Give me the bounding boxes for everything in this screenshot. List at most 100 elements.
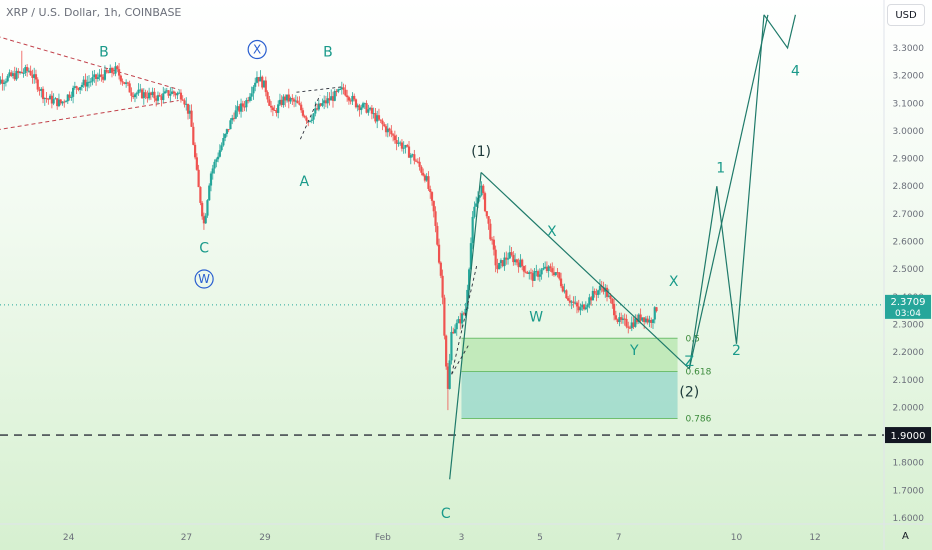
candle-body-68 [109,67,112,73]
candle-body-60 [94,74,98,79]
candle-body-85 [139,89,142,91]
wave-label-9: X [669,274,679,290]
candle-body-8 [3,82,6,84]
candle-body-165 [280,99,283,106]
candle-body-218 [374,113,377,122]
candle-body-86 [140,89,144,99]
candle-body-187 [319,103,322,106]
date-tick-4: 3 [459,533,465,543]
candle-body-17 [18,71,22,73]
candle-body-66 [105,69,108,73]
candle-body-43 [64,101,68,103]
candle-body-340 [590,297,593,301]
date-tick-8: 12 [809,533,820,543]
candle-body-97 [160,96,163,101]
candle-body-232 [399,142,402,144]
candle-body-108 [179,92,183,100]
candle-body-6 [0,79,2,84]
candle-body-12 [10,72,13,77]
candle-body-279 [482,185,485,194]
candle-body-71 [114,66,117,74]
candle-body-78 [126,82,130,84]
helper-dash-a [299,94,321,140]
candle-body-284 [491,239,494,241]
currency-button[interactable]: USD [887,4,925,26]
candle-body-142 [239,103,243,112]
chart-title: XRP / U.S. Dollar, 1h, COINBASE [6,6,182,19]
candle-body-90 [148,92,151,99]
candle-body-350 [607,295,610,297]
candle-body-201 [344,89,347,96]
wave-label-12: (2) [679,384,699,400]
candle-body-64 [102,76,105,80]
candle-body-62 [98,74,101,78]
candle-body-217 [372,113,375,115]
support-price-badge [885,427,931,444]
price-tick-15: 1.8000 [893,459,925,469]
candle-body-117 [195,157,198,170]
candle-body-358 [621,318,625,320]
candle-body-224 [384,126,388,133]
candle-body-283 [489,223,492,240]
candle-body-67 [107,72,110,74]
candle-body-124 [208,185,211,201]
price-tick-16: 1.7000 [893,486,925,496]
candle-body-182 [310,119,313,121]
candle-body-298 [515,259,518,263]
candle-body-226 [388,128,391,131]
candle-body-228 [392,134,395,136]
date-tick-7: 10 [731,533,743,543]
candle-body-220 [377,115,381,120]
candle-body-375 [651,319,655,323]
candle-body-147 [248,96,251,101]
candle-body-166 [282,96,285,106]
candle-body-294 [508,252,511,259]
candle-body-204 [349,100,352,102]
candle-body-334 [579,307,582,311]
candle-body-338 [586,304,589,308]
candle-body-9 [4,81,8,83]
candle-body-137 [231,117,234,121]
candle-body-332 [575,302,579,307]
candle-body-18 [20,71,23,74]
auto-scale-button[interactable]: A [902,531,909,542]
candle-body-11 [8,72,11,77]
candle-body-356 [618,317,621,322]
candle-body-328 [568,300,572,303]
candle-body-176 [300,104,303,111]
fib-label-2: 0.786 [686,414,712,424]
candle-body-357 [620,317,623,320]
candle-body-349 [605,287,609,297]
candle-body-341 [591,290,594,301]
candle-body-131 [220,145,223,151]
candle-body-333 [577,306,580,311]
candle-body-101 [167,90,170,96]
fib-label-1: 0.618 [686,367,712,377]
candle-body-368 [639,314,642,321]
wave-label-15: 4 [791,64,800,80]
wave-line-impulse-1 [449,172,482,480]
wave-label-10: Y [629,343,639,359]
candle-body-318 [551,268,554,273]
candle-body-355 [616,319,619,322]
candle-body-323 [559,278,563,287]
candle-body-308 [533,271,536,281]
candle-body-309 [535,271,538,273]
candle-body-336 [582,304,586,310]
candle-body-134 [225,129,229,134]
candle-body-329 [570,301,573,303]
candle-body-171 [291,98,294,100]
candle-body-173 [294,100,297,102]
candle-body-61 [96,77,99,79]
candle-body-37 [54,98,57,100]
candle-body-154 [261,76,264,88]
candle-body-122 [204,215,207,224]
wave-circle-1 [247,39,267,60]
candle-body-155 [262,80,266,88]
candle-body-106 [176,93,179,96]
candle-body-271 [468,269,471,290]
candle-body-255 [439,262,442,276]
candle-body-103 [171,91,174,94]
candle-body-289 [499,260,503,264]
